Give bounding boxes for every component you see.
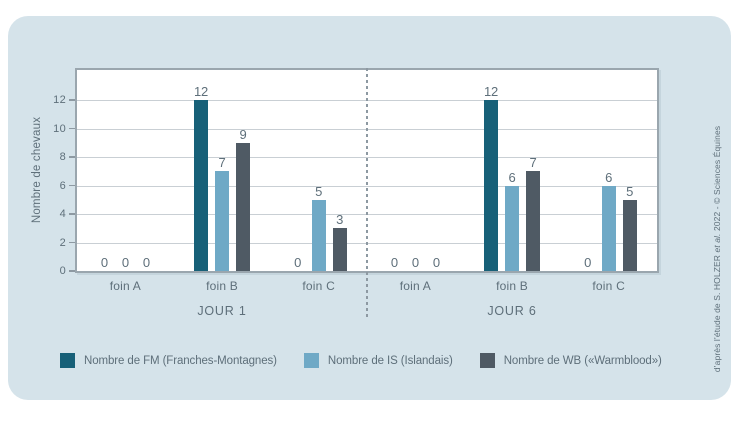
category-label-foin-C: foin C: [592, 279, 625, 293]
y-tick-mark-2: [69, 241, 75, 243]
bar-rect: [194, 100, 208, 271]
group-label-jour-6: JOUR 6: [487, 304, 537, 318]
y-tick-mark-12: [69, 99, 75, 101]
bar-jour-6-foin-B-s1: 6: [505, 171, 519, 271]
category-label-foin-B: foin B: [206, 279, 238, 293]
legend: Nombre de FM (Franches-Montagnes) Nombre…: [60, 353, 662, 368]
credit-prefix: d’après l’étude de S. HOLZER: [712, 252, 722, 373]
panel-jour-6: 0 0 0 12 6 7 0 6 5: [367, 70, 657, 271]
legend-item-wb: Nombre de WB («Warmblood»): [479, 353, 662, 368]
category-label-foin-C: foin C: [302, 279, 335, 293]
y-tick-label-2: 2: [59, 236, 66, 249]
bar-jour-6-foin-B-s2: 7: [526, 156, 540, 271]
legend-label-fm: Nombre de FM (Franches-Montagnes): [84, 354, 277, 367]
bar-value-label: 6: [508, 169, 516, 185]
y-tick-label-10: 10: [53, 122, 66, 135]
bar-jour-1-foin-B-s0: 12: [194, 85, 208, 271]
bar-rect: [332, 228, 347, 271]
bar-value-label: 0: [142, 255, 150, 270]
category-label-foin-A: foin A: [399, 279, 431, 293]
legend-label-is: Nombre de IS (Islandais): [327, 354, 453, 367]
bar-jour-1-foin-C-s1: 5: [311, 185, 326, 271]
y-tick-label-4: 4: [59, 208, 66, 220]
bar-value-label: 0: [390, 255, 398, 270]
bar-jour-1-foin-C-s2: 3: [332, 213, 347, 271]
bar-value-label: 5: [315, 183, 323, 199]
bar-value-label: 12: [193, 84, 209, 99]
bar-value-label: 5: [626, 183, 634, 199]
panel-separator-dashed-line: [366, 68, 368, 318]
bar-value-label: 9: [239, 126, 247, 142]
bar-rect: [311, 199, 326, 271]
legend-label-wb: Nombre de WB («Warmblood»): [503, 354, 662, 367]
bar-group-jour-6-foin-B: 12 6 7: [464, 70, 561, 271]
category-label-row-jour-1: foin A foin B foin C: [77, 279, 367, 293]
bar-value-label: 0: [121, 255, 129, 270]
bar-value-label: 0: [100, 255, 108, 270]
y-tick-label-12: 12: [53, 94, 66, 106]
category-label-row-jour-6: foin A foin B foin C: [367, 279, 657, 293]
y-tick-label-6: 6: [59, 179, 66, 192]
bar-value-label: 3: [336, 212, 344, 228]
group-label-jour-1: JOUR 1: [197, 304, 247, 318]
bar-rect: [526, 171, 540, 271]
bar-value-label: 12: [483, 84, 499, 99]
source-credit: d’après l’étude de S. HOLZER et al. 2022…: [712, 99, 724, 399]
bar-rect: [505, 185, 519, 271]
panel-jour-1: 0 0 0 12 7 9 0 5 3: [77, 70, 367, 271]
legend-item-fm: Nombre de FM (Franches-Montagnes): [60, 353, 277, 368]
bar-group-jour-1-foin-B: 12 7 9: [174, 70, 271, 271]
bar-jour-1-foin-B-s2: 9: [236, 128, 250, 271]
bar-jour-1-foin-B-s1: 7: [215, 156, 229, 271]
bar-value-label: 6: [605, 169, 613, 185]
bar-value-label: 0: [432, 255, 440, 270]
y-axis-title: Nombre de chevaux: [31, 95, 45, 245]
credit-suffix: 2022 - © Sciences Équines: [712, 125, 722, 234]
bar-value-label: 0: [411, 255, 419, 270]
legend-swatch-is: [303, 353, 319, 368]
credit-etal: et al.: [712, 233, 722, 253]
bar-value-label: 7: [529, 155, 537, 171]
y-tick-mark-8: [69, 156, 75, 158]
category-label-foin-A: foin A: [109, 279, 141, 293]
y-tick-mark-10: [69, 127, 75, 129]
bar-rect: [236, 142, 250, 271]
legend-swatch-fm: [60, 353, 75, 368]
bar-value-label: 0: [584, 255, 592, 270]
legend-item-is: Nombre de IS (Islandais): [303, 353, 453, 368]
bar-rect: [215, 171, 229, 271]
bar-rect: [484, 100, 498, 271]
y-tick-label-8: 8: [59, 151, 66, 163]
y-axis-title-text: Nombre de chevaux: [31, 116, 43, 224]
legend-swatch-wb: [479, 353, 495, 368]
bar-jour-6-foin-C-s2: 5: [622, 185, 637, 271]
bar-value-label: 7: [218, 155, 226, 171]
bar-value-label: 0: [294, 255, 302, 270]
y-tick-mark-6: [69, 184, 75, 186]
y-tick-mark-0: [69, 270, 75, 272]
bar-jour-6-foin-B-s0: 12: [484, 85, 498, 271]
bar-rect: [601, 185, 616, 271]
y-tick-label-0: 0: [59, 265, 66, 277]
category-label-foin-B: foin B: [496, 279, 528, 293]
bar-jour-6-foin-C-s1: 6: [601, 171, 616, 271]
bar-rect: [622, 199, 637, 271]
y-tick-mark-4: [69, 213, 75, 215]
